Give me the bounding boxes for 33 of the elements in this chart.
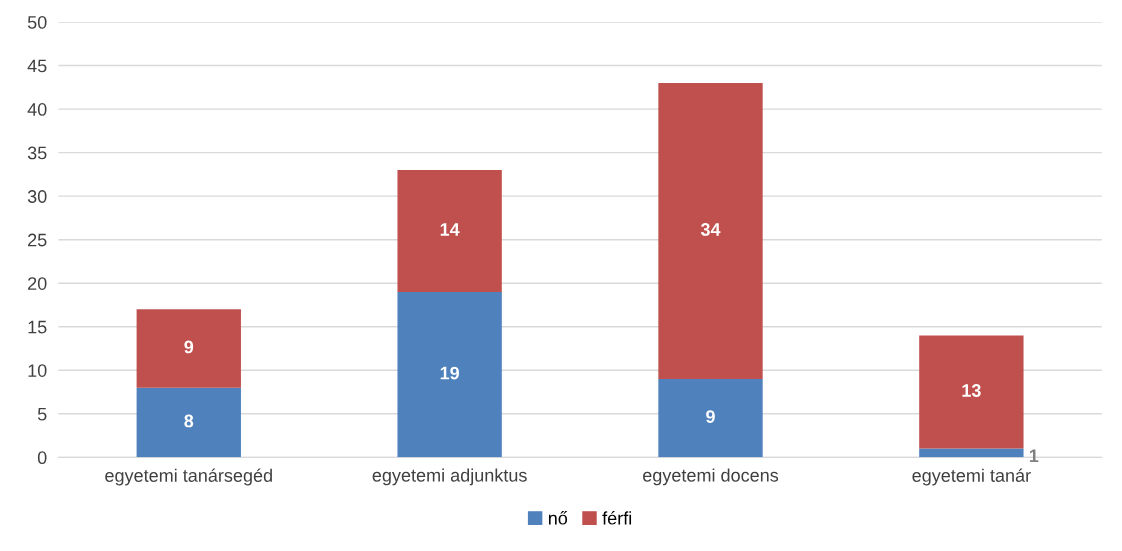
- y-tick-label: 45: [27, 59, 47, 73]
- bar: [136, 309, 241, 388]
- data-label: 19: [440, 366, 460, 380]
- y-tick-label: 25: [28, 233, 47, 247]
- data-label: 9: [706, 410, 715, 423]
- bar: [658, 82, 763, 379]
- legend-label: férfi: [602, 511, 632, 525]
- data-label: 8: [184, 414, 194, 428]
- y-tick-label: 20: [28, 277, 47, 290]
- data-label: 34: [700, 223, 721, 236]
- legend-label: nő: [548, 511, 568, 525]
- bar: [136, 387, 241, 458]
- y-tick-label: 40: [27, 103, 47, 116]
- data-label: 14: [440, 223, 460, 236]
- y-tick-label: 0: [37, 451, 47, 465]
- bar: [397, 170, 502, 292]
- y-tick-label: 50: [27, 15, 47, 29]
- data-label: 9: [184, 340, 194, 354]
- y-tick-label: 10: [28, 364, 47, 377]
- x-tick-label: egyetemi adjunktus: [372, 468, 527, 486]
- y-tick-label: 35: [27, 146, 47, 160]
- x-tick-label: egyetemi tanársegéd: [105, 468, 272, 486]
- bar: [919, 335, 1024, 449]
- y-tick-label: 30: [27, 190, 47, 203]
- x-tick-label: egyetemi docens: [643, 468, 779, 486]
- y-tick-label: 15: [28, 320, 47, 334]
- y-tick-label: 5: [37, 407, 47, 421]
- x-tick-label: egyetemi tanár: [912, 468, 1031, 486]
- bar: [397, 291, 502, 458]
- bar: [919, 448, 1024, 458]
- data-label: 13: [962, 384, 981, 397]
- bar: [658, 378, 763, 458]
- data-label: 1: [1029, 449, 1039, 462]
